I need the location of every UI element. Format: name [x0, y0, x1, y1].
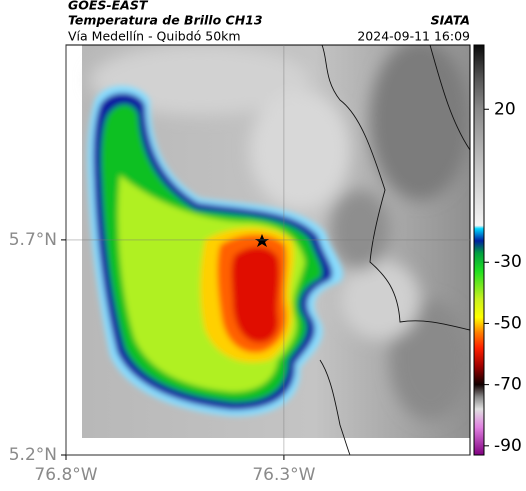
- subtitle: Vía Medellín - Quibdó 50km: [68, 29, 241, 44]
- datetime: 2024-09-11 16:09: [357, 29, 470, 44]
- colorbar-tick-label: -50: [494, 313, 522, 333]
- colorbar-tick-label: -70: [494, 375, 522, 395]
- location-marker: [255, 234, 269, 247]
- colorbar: [473, 44, 485, 456]
- map-image: [66, 45, 470, 455]
- colorbar-tick-label: 20: [494, 99, 516, 119]
- x-tick-label: 76.8°W: [34, 465, 97, 485]
- title: Temperatura de Brillo CH13: [68, 13, 263, 28]
- x-tick-label: 76.3°W: [252, 465, 315, 485]
- source: SIATA: [431, 13, 470, 28]
- y-tick-label: 5.7°N: [9, 230, 57, 250]
- colorbar-tick-label: -30: [494, 252, 522, 272]
- product: GOES-EAST: [68, 0, 149, 13]
- y-tick-label: 5.2°N: [9, 445, 57, 465]
- colorbar-tick-label: -90: [494, 436, 522, 456]
